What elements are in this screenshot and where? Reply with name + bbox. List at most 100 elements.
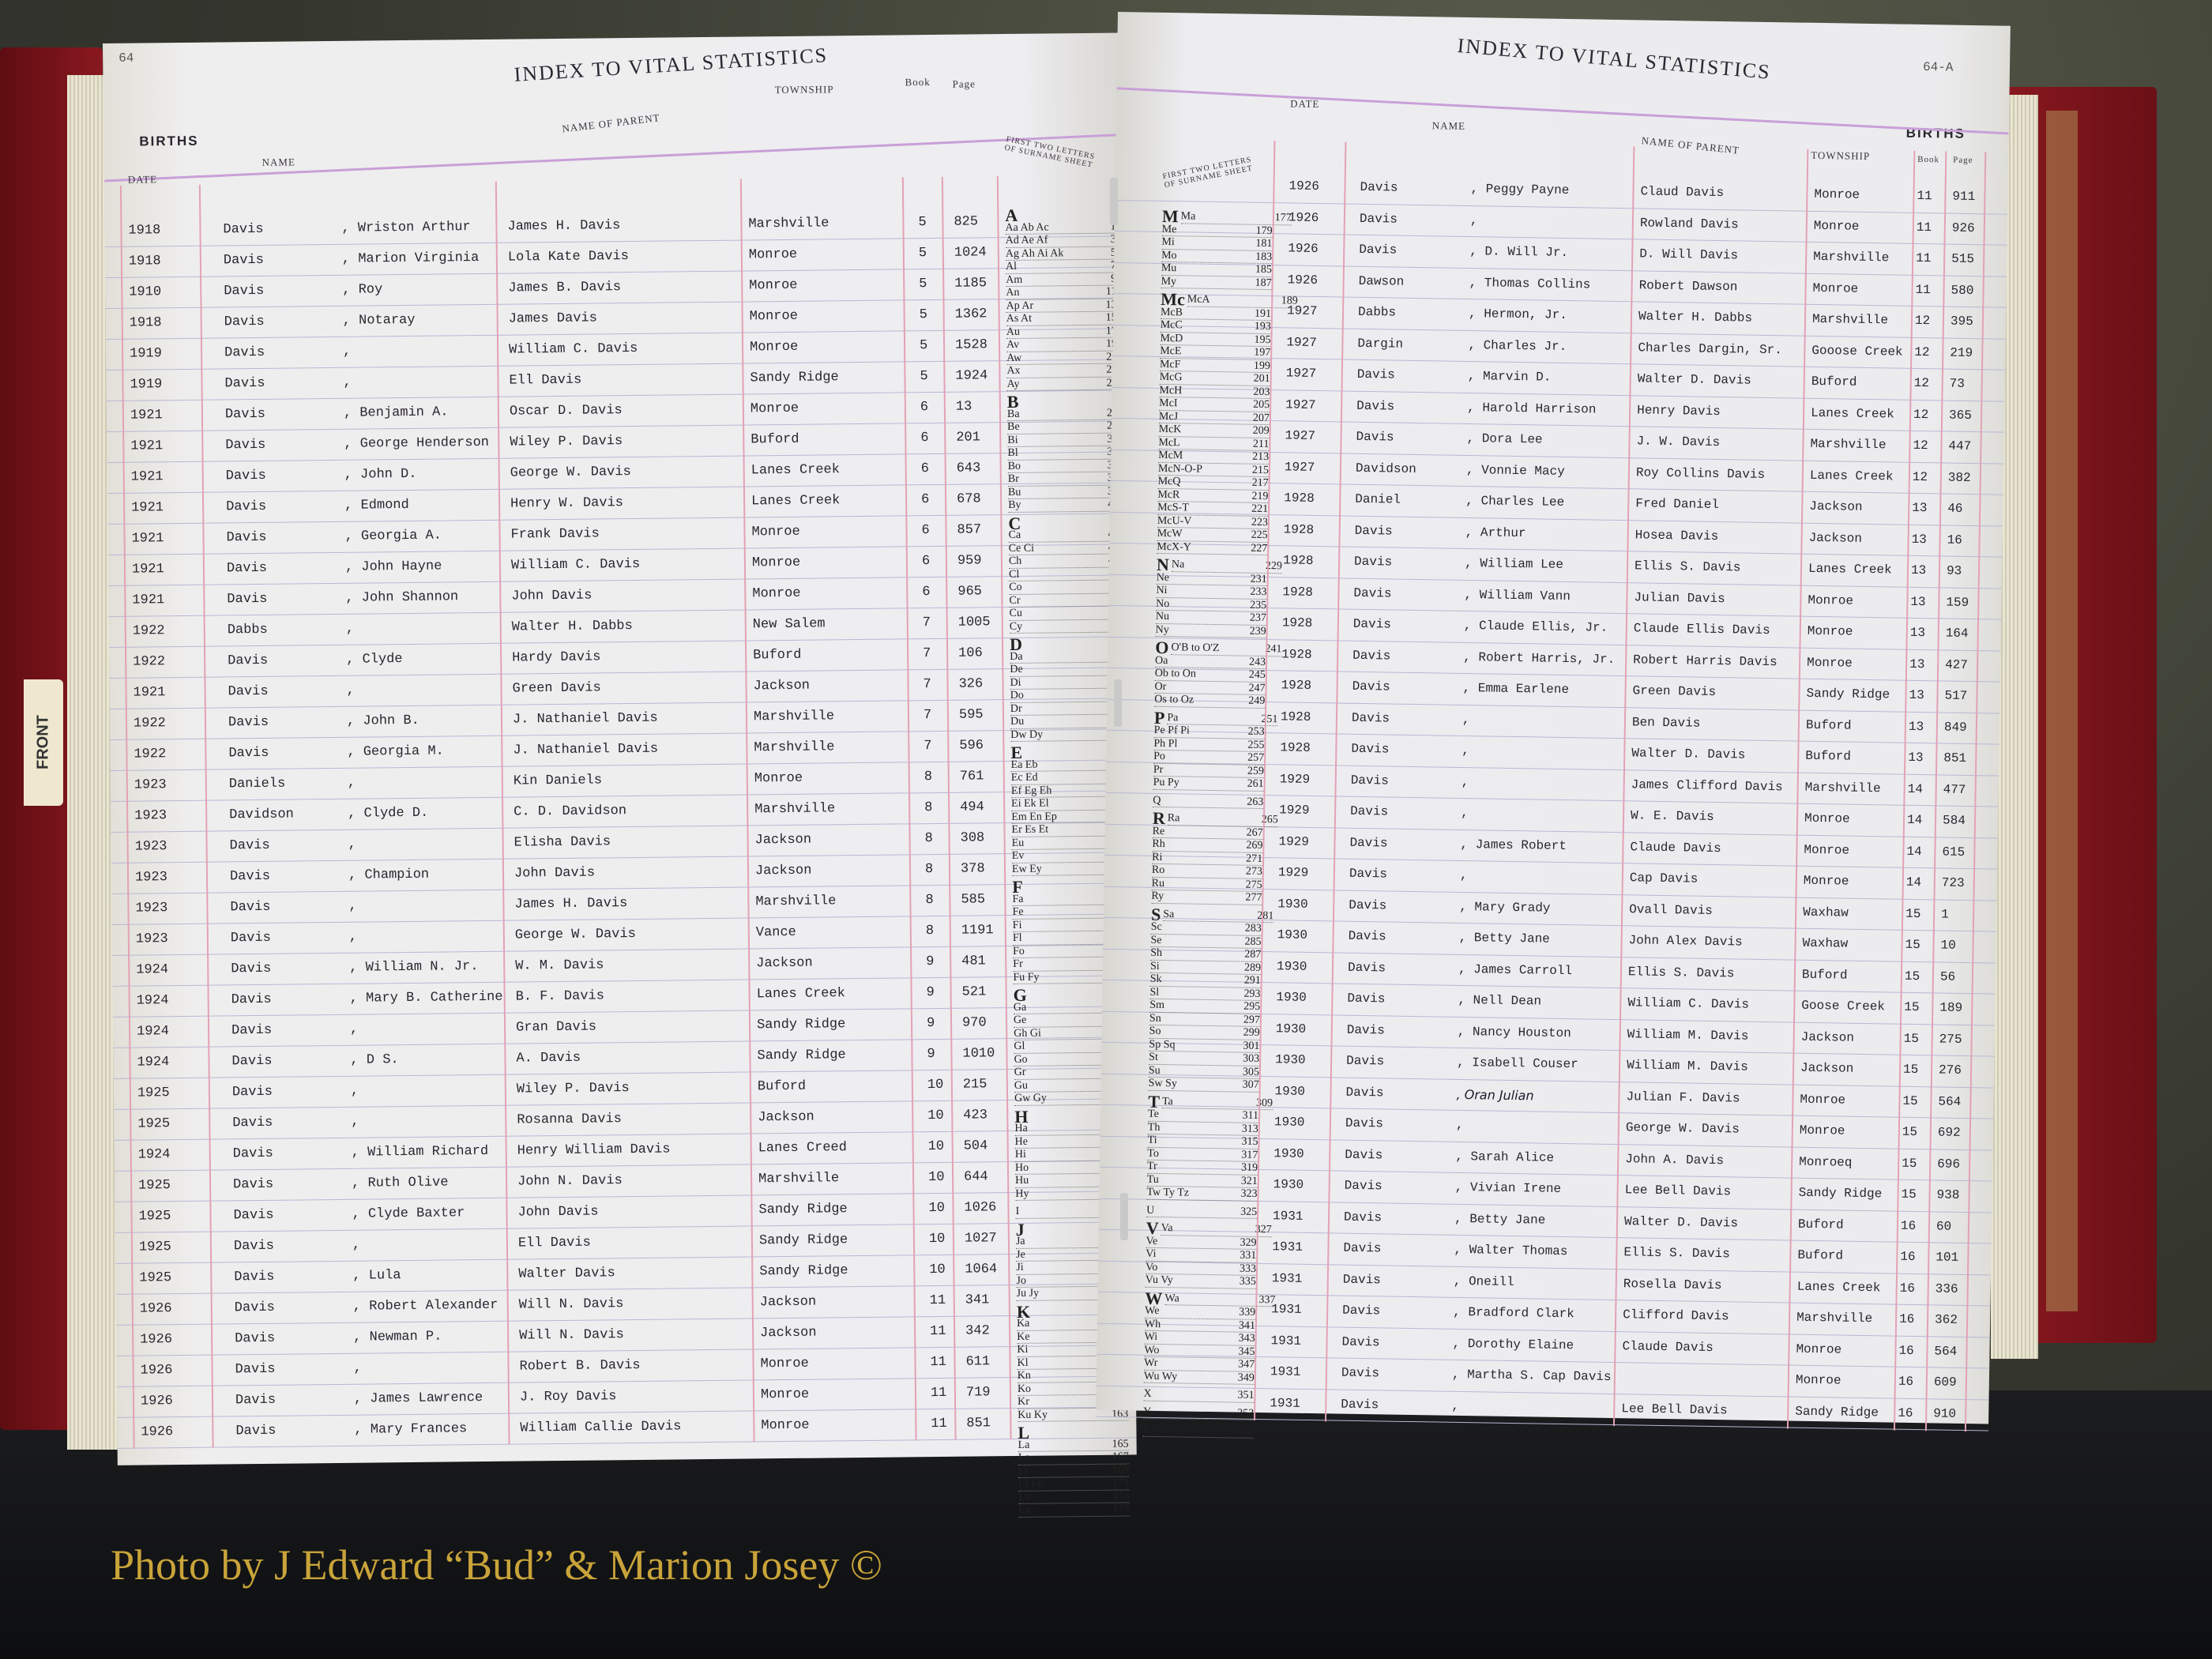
index-item[interactable]: Tw Ty Tz 323 bbox=[1146, 1186, 1258, 1202]
index-item[interactable]: Ca45 bbox=[1008, 528, 1119, 543]
entry-book: 11 bbox=[930, 1354, 947, 1371]
entry-page-ref: 73 bbox=[1949, 376, 1966, 391]
entry-date: 1921 bbox=[130, 469, 164, 485]
entry-page-ref: 1528 bbox=[954, 337, 988, 353]
index-letters: Fe bbox=[1012, 905, 1024, 919]
index-letters: Ag Ah Ai Ak bbox=[1005, 246, 1064, 260]
entry-township: Marshville bbox=[1813, 249, 1890, 265]
index-item[interactable]: Li 169 bbox=[1018, 1463, 1130, 1478]
entry-parent-name: Will N. Davis bbox=[519, 1327, 624, 1344]
index-item[interactable]: Y 353 bbox=[1143, 1405, 1255, 1420]
index-sheet-number: 187 bbox=[1255, 276, 1272, 289]
index-item[interactable]: Cu57 bbox=[1009, 606, 1120, 621]
entry-parent-name: James Clifford Davis bbox=[1631, 777, 1783, 794]
entry-township: Jackson bbox=[759, 1294, 817, 1311]
index-item[interactable]: Dw Dy75 bbox=[1010, 728, 1122, 743]
index-item[interactable]: Le 167 bbox=[1018, 1450, 1129, 1465]
index-item[interactable]: Al7 bbox=[1005, 259, 1117, 274]
index-letters: McL bbox=[1158, 436, 1180, 449]
index-item[interactable]: Be29 bbox=[1007, 419, 1119, 434]
index-sheet-number: 341 bbox=[1238, 1319, 1256, 1332]
index-item[interactable]: X 351 bbox=[1143, 1387, 1255, 1403]
entry-page-ref: 719 bbox=[965, 1385, 991, 1401]
index-item[interactable]: By41 bbox=[1008, 498, 1119, 513]
index-letter: P bbox=[1153, 707, 1165, 728]
entry-given-name: , bbox=[349, 1021, 359, 1037]
index-item[interactable]: Pu Py 261 bbox=[1153, 776, 1264, 792]
index-item[interactable]: Br37 bbox=[1007, 472, 1119, 487]
index-item[interactable]: Ap Ar 13 bbox=[1006, 299, 1117, 314]
index-item[interactable]: As At 15 bbox=[1006, 311, 1117, 326]
index-item[interactable]: Bu39 bbox=[1007, 485, 1119, 500]
index-item[interactable]: Da63 bbox=[1010, 649, 1121, 664]
entry-township: Lanes Creek bbox=[1809, 468, 1894, 483]
index-item[interactable]: U 325 bbox=[1146, 1204, 1258, 1219]
index-item[interactable]: Ba27 bbox=[1006, 407, 1119, 422]
index-item[interactable]: Vu Vy 335 bbox=[1145, 1273, 1256, 1289]
index-item[interactable]: De65 bbox=[1010, 662, 1121, 677]
index-letters: Oa bbox=[1154, 654, 1168, 667]
index-item[interactable]: Os to Oz 249 bbox=[1154, 693, 1266, 709]
entry-township: Marshville bbox=[754, 801, 836, 818]
index-item[interactable]: Ry 277 bbox=[1151, 890, 1262, 905]
index-item[interactable]: Ax23 bbox=[1006, 363, 1118, 378]
entry-book: 15 bbox=[1904, 999, 1920, 1015]
index-item[interactable]: Ch49 bbox=[1008, 554, 1120, 569]
index-item[interactable]: An 11 bbox=[1006, 285, 1117, 300]
index-letters: Ca bbox=[1008, 529, 1021, 542]
entry-surname: Davis bbox=[1348, 928, 1386, 944]
index-item[interactable]: Ea Eb77 bbox=[1010, 758, 1122, 773]
entry-township: Monroe bbox=[1804, 811, 1850, 826]
entry-parent-name: J. Roy Davis bbox=[519, 1389, 617, 1405]
index-item[interactable]: Bo35 bbox=[1007, 459, 1119, 474]
index-item[interactable]: Lu 173 bbox=[1018, 1489, 1130, 1504]
index-item[interactable]: Sw Sy 307 bbox=[1148, 1077, 1259, 1093]
index-item[interactable]: Ny 239 bbox=[1155, 623, 1266, 639]
index-item[interactable]: Dr71 bbox=[1010, 702, 1121, 717]
index-item[interactable]: Aa Ab Ac 1 bbox=[1005, 220, 1116, 235]
index-letters: Mo bbox=[1161, 249, 1177, 261]
index-item[interactable]: Di67 bbox=[1010, 675, 1121, 690]
index-item[interactable]: Aw21 bbox=[1006, 351, 1118, 366]
entry-surname: Davis bbox=[1360, 179, 1398, 195]
entry-book: 7 bbox=[923, 646, 931, 662]
index-item[interactable]: Z 355 bbox=[1142, 1423, 1254, 1439]
index-item[interactable]: Ag Ah Ai Ak5 bbox=[1005, 246, 1116, 261]
index-item[interactable]: Ay25 bbox=[1006, 377, 1118, 392]
index-item[interactable]: Cl51 bbox=[1009, 567, 1120, 582]
index-item[interactable]: Do69 bbox=[1010, 688, 1121, 703]
index-sheet-number: 325 bbox=[1240, 1206, 1258, 1218]
index-item[interactable]: Am9 bbox=[1006, 273, 1117, 288]
index-item[interactable]: Cr55 bbox=[1009, 593, 1120, 608]
index-item[interactable]: Cy59 bbox=[1009, 619, 1120, 634]
index-item[interactable]: Bi31 bbox=[1007, 433, 1119, 448]
index-letters: Eu bbox=[1011, 837, 1025, 849]
index-item[interactable]: Ad Ae Af 3 bbox=[1005, 233, 1116, 248]
index-item[interactable]: Wu Wy 349 bbox=[1143, 1370, 1255, 1385]
index-item[interactable]: Q 263 bbox=[1153, 794, 1264, 810]
entry-page-ref: 851 bbox=[1943, 750, 1967, 766]
index-letters: Vo bbox=[1145, 1261, 1158, 1273]
entry-township: Sandy Ridge bbox=[1806, 686, 1890, 702]
front-tab[interactable]: FRONT bbox=[24, 679, 63, 806]
index-item[interactable]: La 165 bbox=[1018, 1437, 1129, 1452]
index-item[interactable]: Du73 bbox=[1010, 714, 1122, 729]
index-item[interactable]: Ly 175 bbox=[1018, 1503, 1130, 1518]
entry-date: 1923 bbox=[135, 901, 168, 916]
index-item[interactable]: Au 17 bbox=[1006, 325, 1117, 340]
index-item[interactable]: Bl33 bbox=[1007, 446, 1119, 461]
column-header-date: DATE bbox=[1290, 97, 1320, 111]
index-item[interactable]: Av 19 bbox=[1006, 337, 1118, 352]
index-item[interactable]: Co53 bbox=[1009, 580, 1120, 595]
index-item[interactable]: Ll Lo 171 bbox=[1018, 1477, 1130, 1492]
index-item[interactable]: McX-Y 227 bbox=[1157, 540, 1268, 556]
entry-given-name: , George Henderson bbox=[344, 434, 490, 452]
entry-given-name: , Oran Julian bbox=[1456, 1086, 1534, 1103]
entry-date: 1926 bbox=[140, 1363, 173, 1379]
index-item[interactable]: My 187 bbox=[1161, 275, 1272, 291]
entry-parent-name: James H. Davis bbox=[514, 896, 628, 912]
entry-book: 8 bbox=[924, 769, 933, 785]
entry-surname: Davis bbox=[1351, 710, 1390, 726]
index-item[interactable]: Ce Ci47 bbox=[1008, 541, 1119, 556]
index-sheet-number: 205 bbox=[1253, 398, 1270, 412]
